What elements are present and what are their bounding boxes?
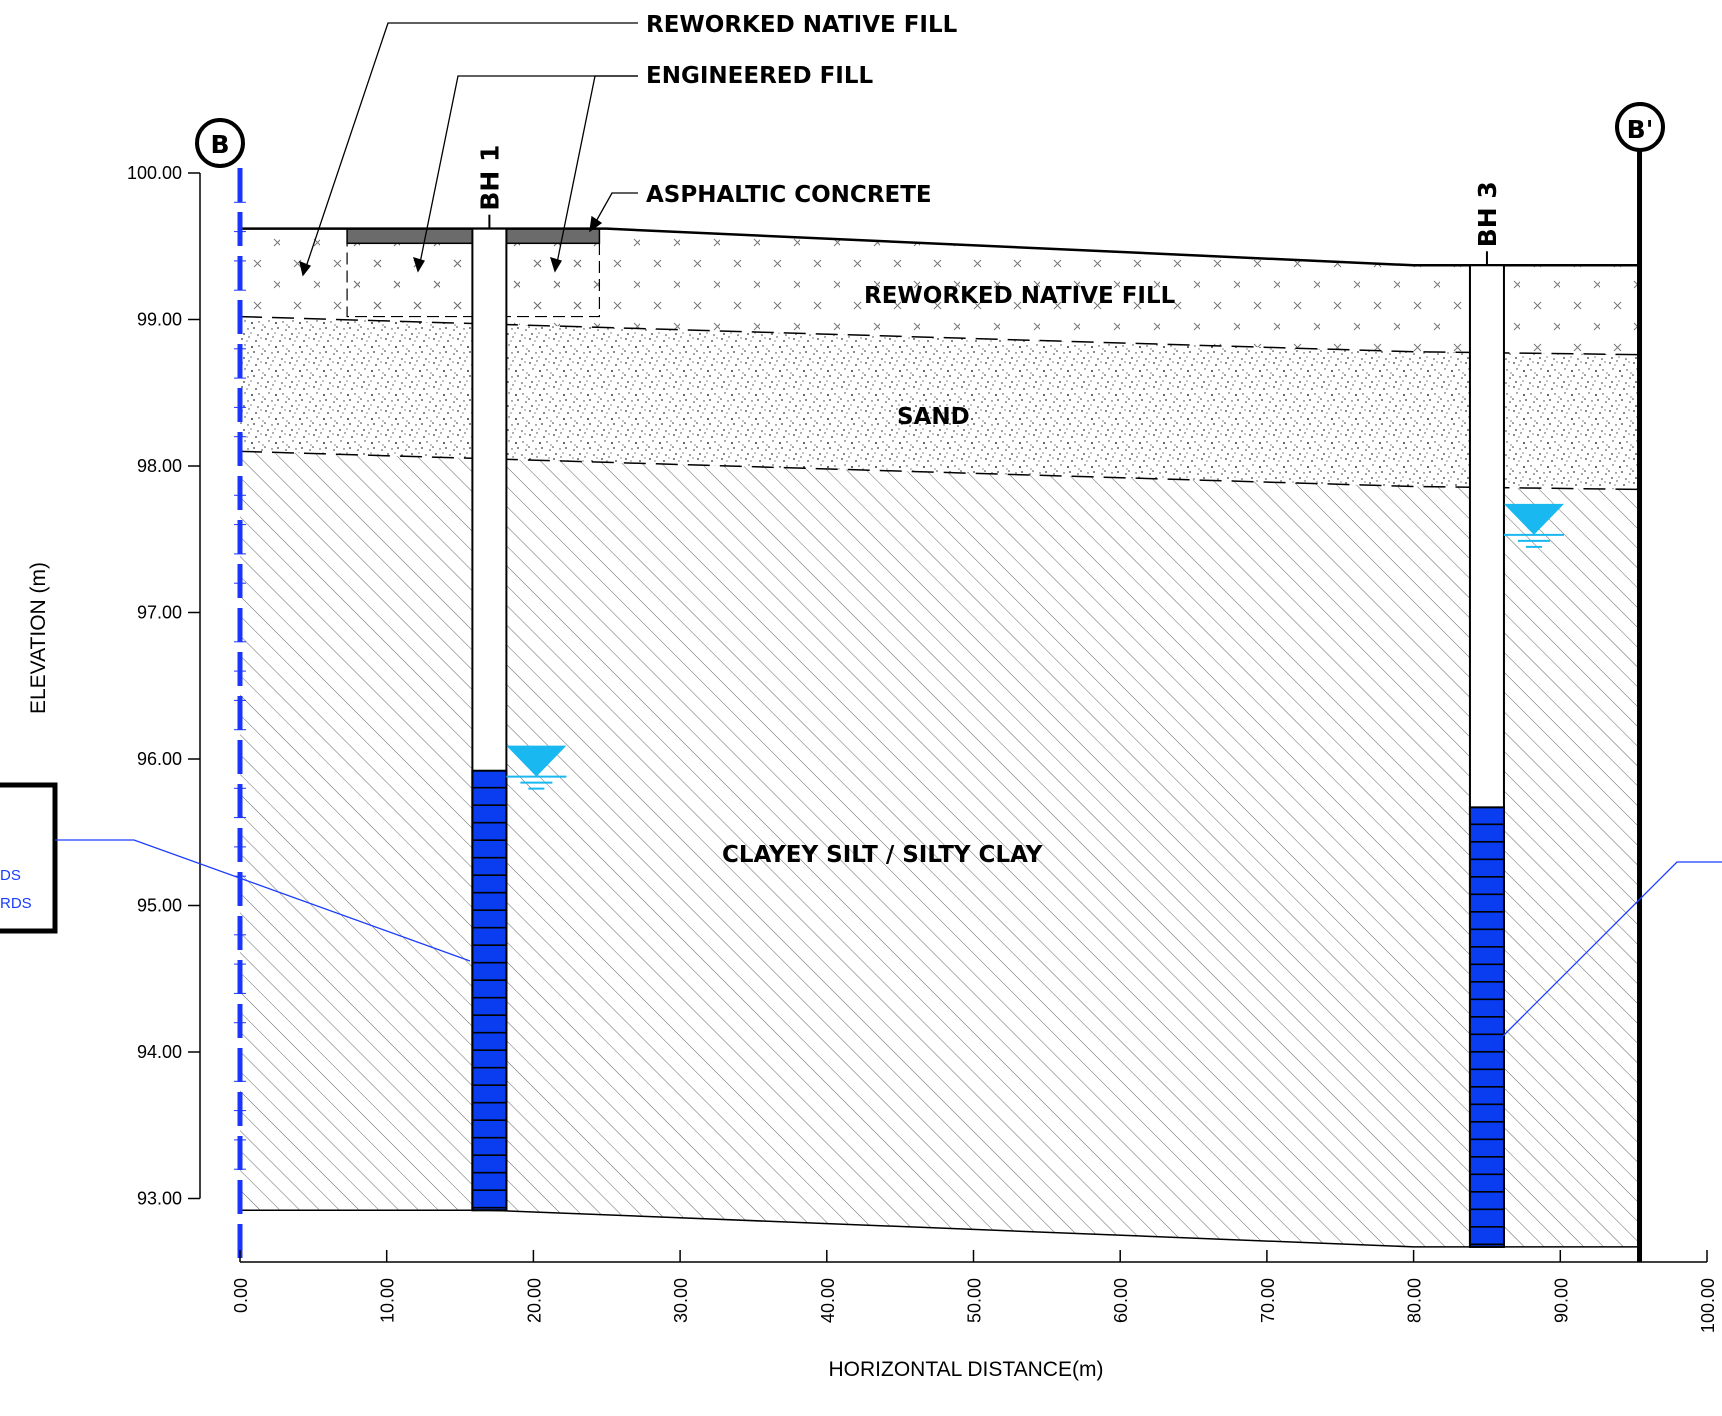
- section-marker-b: B: [195, 118, 245, 168]
- label-leaders: [299, 22, 638, 277]
- label-engineered-fill: ENGINEERED FILL: [646, 63, 874, 89]
- y-tick-label: 95.00: [137, 896, 182, 916]
- section-marker-b-prime: B': [1615, 102, 1665, 152]
- y-tick-label: 93.00: [137, 1189, 182, 1209]
- borehole-2: BH 3: [1468, 181, 1564, 1248]
- borehole-screen: [471, 769, 508, 1212]
- sand-clay-boundary: [239, 450, 1640, 491]
- y-tick-label: 96.00: [137, 749, 182, 769]
- y-tick-label: 99.00: [137, 310, 182, 330]
- borehole-1: BH 1: [471, 145, 567, 1212]
- y-tick-label: 100.00: [127, 163, 182, 183]
- borehole-screen: [1468, 806, 1505, 1248]
- label-asphaltic-concrete: ASPHALTIC CONCRETE: [646, 182, 932, 208]
- y-tick-label: 98.00: [137, 456, 182, 476]
- svg-text:B: B: [210, 130, 229, 159]
- label-sand: SAND: [897, 404, 970, 430]
- y-tick-label: 97.00: [137, 603, 182, 623]
- sand-layer: [240, 316, 1640, 490]
- x-tick-label: 50.00: [965, 1278, 985, 1323]
- y-axis-title: ELEVATION (m): [27, 562, 50, 714]
- elevation-axis: 100.00 99.00 98.00 97.00 96.00 95.00 94.00 93.0…: [127, 163, 246, 1209]
- section-base-line: [240, 1209, 1640, 1248]
- horizontal-distance-axis: 0.00 10.00 20.00 30.00 40.00 50.00 60.00 70.00 8…: [231, 1250, 1718, 1333]
- x-tick-label: 40.00: [818, 1278, 838, 1323]
- fill-sand-boundary: [239, 315, 1640, 356]
- label-clayey-silt: CLAYEY SILT / SILTY CLAY: [722, 842, 1043, 868]
- water-level-icon: [1503, 503, 1564, 548]
- x-tick-label: 20.00: [524, 1278, 544, 1323]
- y-tick-label: 94.00: [137, 1042, 182, 1062]
- x-tick-label: 30.00: [671, 1278, 691, 1323]
- x-tick-label: 70.00: [1258, 1278, 1278, 1323]
- water-level-icon: [506, 745, 567, 790]
- borehole-name: BH 3: [1473, 181, 1502, 247]
- boreholes: BH 1 BH 3: [471, 145, 1564, 1248]
- x-tick-label: 90.00: [1551, 1278, 1571, 1323]
- x-tick-label: 10.00: [378, 1278, 398, 1323]
- x-tick-label: 0.00: [231, 1278, 251, 1313]
- left-callout-line-2: RDS: [0, 895, 32, 912]
- x-tick-label: 100.00: [1698, 1278, 1718, 1333]
- x-tick-label: 60.00: [1111, 1278, 1131, 1323]
- x-axis-title: HORIZONTAL DISTANCE(m): [829, 1358, 1104, 1381]
- right-callout-leader: [1502, 861, 1722, 1037]
- label-reworked-native-fill-top: REWORKED NATIVE FILL: [646, 12, 958, 38]
- left-callout: DS RDS: [0, 782, 471, 962]
- left-callout-line-1: DS: [0, 867, 21, 884]
- label-reworked-native-fill-layer: REWORKED NATIVE FILL: [864, 283, 1176, 309]
- x-tick-label: 80.00: [1405, 1278, 1425, 1323]
- borehole-name: BH 1: [475, 145, 504, 211]
- svg-text:B': B': [1627, 115, 1654, 144]
- ground-surface-line: [240, 227, 1640, 267]
- clayey-silt-layer: [240, 451, 1640, 1247]
- soil-layers: [237, 150, 1643, 1262]
